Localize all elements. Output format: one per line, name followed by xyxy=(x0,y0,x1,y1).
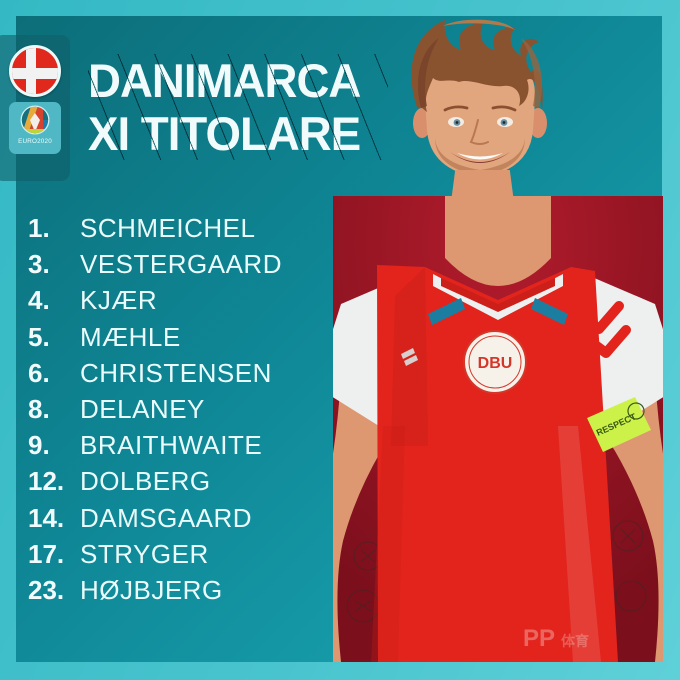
svg-text:体育: 体育 xyxy=(561,633,589,649)
svg-text:PP: PP xyxy=(523,625,555,652)
svg-text:EURO2020: EURO2020 xyxy=(18,138,52,145)
svg-text:DBU: DBU xyxy=(478,355,513,372)
